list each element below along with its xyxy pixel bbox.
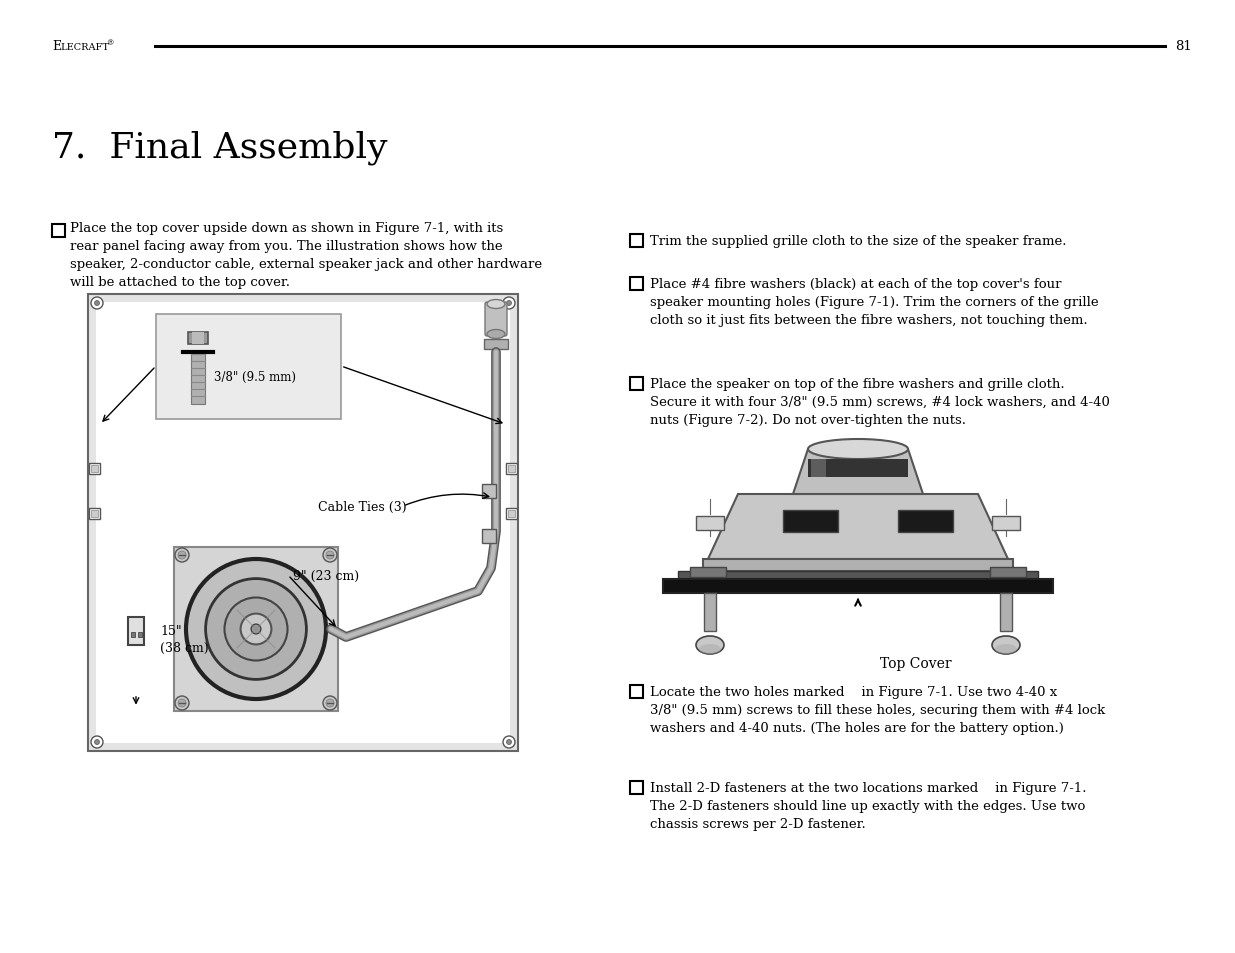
Circle shape [95, 301, 100, 306]
Ellipse shape [487, 330, 505, 339]
Circle shape [241, 614, 272, 645]
Text: 15"
(38 cm): 15" (38 cm) [161, 624, 209, 655]
Bar [52, 225, 65, 237]
Circle shape [225, 598, 288, 660]
Ellipse shape [995, 644, 1016, 655]
Bar [630, 234, 643, 248]
Circle shape [178, 552, 186, 559]
Bar [128, 618, 144, 645]
Text: Place the top cover upside down as shown in Figure 7-1, with its
rear panel faci: Place the top cover upside down as shown… [70, 222, 542, 289]
Bar [174, 547, 338, 711]
Text: Cable Ties (3): Cable Ties (3) [317, 500, 406, 513]
Bar [663, 579, 1053, 594]
Text: LECRAFT: LECRAFT [61, 43, 109, 51]
Circle shape [178, 700, 186, 707]
Bar [508, 465, 515, 472]
Circle shape [205, 579, 306, 679]
Text: Place #4 fibre washers (black) at each of the top cover's four
speaker mounting : Place #4 fibre washers (black) at each o… [650, 277, 1099, 327]
Circle shape [251, 624, 261, 635]
Text: E: E [52, 40, 61, 53]
Circle shape [326, 700, 333, 707]
Circle shape [326, 552, 333, 559]
Bar [630, 277, 643, 291]
Ellipse shape [808, 439, 908, 459]
Text: Place the speaker on top of the fibre washers and grille cloth.
Secure it with f: Place the speaker on top of the fibre wa… [650, 377, 1110, 427]
Bar [188, 333, 207, 345]
Circle shape [503, 297, 515, 310]
Ellipse shape [699, 644, 721, 655]
Ellipse shape [992, 637, 1020, 655]
Text: 9" (23 cm): 9" (23 cm) [293, 569, 359, 582]
Circle shape [503, 737, 515, 748]
Bar [690, 567, 726, 578]
Bar [704, 594, 716, 631]
Circle shape [95, 740, 100, 744]
Text: 81: 81 [1174, 40, 1192, 53]
Ellipse shape [697, 637, 724, 655]
Bar [484, 339, 508, 350]
Bar [992, 517, 1020, 531]
Circle shape [91, 737, 103, 748]
Bar [131, 633, 135, 638]
Bar [156, 314, 341, 419]
Circle shape [506, 301, 511, 306]
Bar [630, 781, 643, 794]
Bar [990, 567, 1026, 578]
Text: 3/8" (9.5 mm): 3/8" (9.5 mm) [214, 370, 296, 383]
Text: Top Cover: Top Cover [881, 657, 952, 670]
Circle shape [175, 548, 189, 562]
Circle shape [186, 559, 326, 700]
Polygon shape [793, 450, 923, 495]
Bar [91, 511, 98, 517]
Bar [191, 353, 205, 405]
Bar [91, 465, 98, 472]
Bar [783, 511, 839, 533]
Bar [482, 484, 496, 498]
Bar [630, 685, 643, 699]
Ellipse shape [487, 300, 505, 309]
Polygon shape [708, 495, 1008, 559]
Bar [630, 377, 643, 391]
Bar [898, 511, 953, 533]
Bar [138, 633, 142, 638]
Circle shape [175, 697, 189, 710]
Bar [482, 530, 496, 543]
Circle shape [324, 697, 337, 710]
Bar [678, 572, 1037, 579]
Bar [508, 511, 515, 517]
FancyBboxPatch shape [485, 303, 508, 336]
Bar [697, 517, 724, 531]
Bar [96, 303, 510, 743]
Bar [191, 333, 204, 345]
Bar [89, 463, 100, 475]
Bar [1000, 594, 1011, 631]
Bar [811, 459, 826, 477]
Bar [89, 509, 100, 519]
Bar [88, 294, 517, 751]
Circle shape [91, 297, 103, 310]
Text: Locate the two holes marked    in Figure 7-1. Use two 4-40 x
3/8" (9.5 mm) screw: Locate the two holes marked in Figure 7-… [650, 685, 1105, 734]
Text: Install 2-D fasteners at the two locations marked    in Figure 7-1.
The 2-D fast: Install 2-D fasteners at the two locatio… [650, 781, 1087, 830]
Bar [703, 559, 1013, 572]
Bar [506, 463, 517, 475]
Bar [808, 459, 908, 477]
Circle shape [324, 548, 337, 562]
Circle shape [506, 740, 511, 744]
Bar [506, 509, 517, 519]
Text: 7.  Final Assembly: 7. Final Assembly [52, 131, 388, 165]
Text: ®: ® [107, 39, 115, 47]
Text: Trim the supplied grille cloth to the size of the speaker frame.: Trim the supplied grille cloth to the si… [650, 234, 1067, 248]
